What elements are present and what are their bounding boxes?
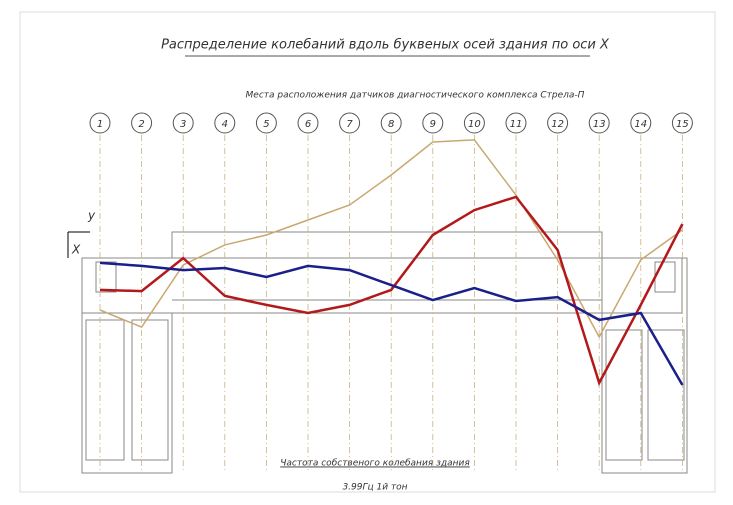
x-tick-label: 9 xyxy=(430,119,436,130)
x-tick-label: 10 xyxy=(468,119,481,130)
axis-bubble xyxy=(671,112,693,134)
line xyxy=(99,195,684,387)
x-tick-label: 15 xyxy=(676,119,689,130)
axis-bubble xyxy=(89,112,111,134)
axis-bubble xyxy=(630,112,652,134)
axis-bubble xyxy=(172,112,194,134)
axis-bubble xyxy=(255,112,277,134)
axis-bubble xyxy=(547,112,569,134)
x-tick-label: 8 xyxy=(388,119,394,130)
x-tick-label: 6 xyxy=(305,119,311,130)
axis-bubble xyxy=(131,112,153,134)
axis-bubble xyxy=(380,112,402,134)
x-axis-label: X xyxy=(71,243,81,257)
x-tick-label: 2 xyxy=(138,119,144,130)
x-tick-label: 14 xyxy=(634,119,647,130)
subtitle: Места расположения датчиков диагностичес… xyxy=(246,91,585,101)
x-tick-label: 13 xyxy=(593,119,606,130)
axis-bubble xyxy=(297,112,319,134)
x-tick-label: 3 xyxy=(180,119,186,130)
chart-title: Распределение колебаний вдоль буквеных о… xyxy=(161,38,610,53)
x-tick-label: 5 xyxy=(263,119,269,130)
y-axis-label: y xyxy=(87,209,96,223)
x-tick-label: 7 xyxy=(346,119,353,130)
note-value: 3.99Гц 1й тон xyxy=(342,483,407,493)
x-tick-label: 12 xyxy=(551,119,564,130)
x-tick-label: 1 xyxy=(97,119,103,130)
line xyxy=(99,261,684,386)
x-tick-label: 11 xyxy=(510,119,523,130)
note: Частота собственого колебания здания xyxy=(280,459,470,469)
axis-bubble xyxy=(463,112,485,134)
axis-bubble xyxy=(214,112,236,134)
axis-bubble xyxy=(422,112,444,134)
axis-bubble xyxy=(339,112,361,134)
axis-bubble xyxy=(588,112,610,134)
axis-bubble xyxy=(505,112,527,134)
x-tick-label: 4 xyxy=(222,119,228,130)
